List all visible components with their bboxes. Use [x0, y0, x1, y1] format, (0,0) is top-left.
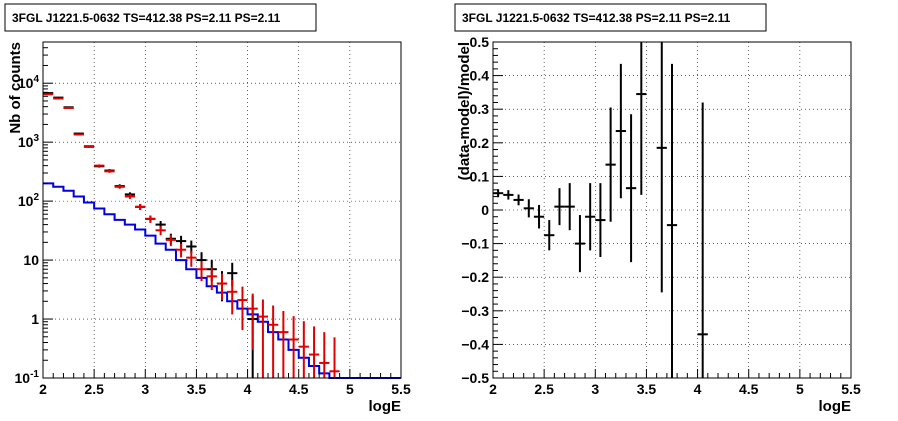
- residual-point: [513, 194, 524, 206]
- counts-model-point: [53, 97, 64, 100]
- counts-model-point: [206, 267, 217, 291]
- counts-y-tick-label: 1: [31, 311, 39, 327]
- residual-point: [533, 204, 545, 229]
- counts-frame: [42, 41, 402, 379]
- counts-model-point: [94, 164, 105, 167]
- residual-point: [564, 183, 575, 231]
- counts-model-point: [216, 273, 228, 301]
- residual-y-tick-label: 0.1: [470, 168, 490, 184]
- counts-model-point: [165, 234, 176, 247]
- residual-grid: [493, 42, 851, 378]
- residual-point: [636, 42, 647, 195]
- residual-axes: 2 2.5 3 3.5 4 4.5 5 5.5 −0.5 −0.4 −0.3 −0.2 −0.1 0 0.1…: [461, 34, 861, 397]
- counts-model-point: [73, 133, 84, 136]
- counts-panel: 3FGL J1221.5-0632 TS=412.38 PS=2.11 PS=2…: [4, 3, 411, 415]
- residual-x-tick-label: 4.5: [739, 381, 759, 397]
- residual-x-tick-label: 5.5: [841, 381, 861, 397]
- counts-model-point: [104, 169, 115, 173]
- counts-model-point: [278, 310, 289, 378]
- residual-y-tick-label: −0.1: [461, 236, 489, 252]
- counts-model-point: [135, 204, 146, 210]
- residual-point: [625, 114, 637, 263]
- residual-x-tick-label: 3.5: [637, 381, 657, 397]
- counts-model-point: [257, 299, 269, 378]
- counts-model-point: [237, 286, 248, 331]
- residual-y-tick-label: 0: [481, 202, 489, 218]
- counts-model-point: [308, 326, 320, 378]
- counts-model-point: [124, 194, 136, 199]
- residual-point: [493, 189, 504, 198]
- residual-x-tick-label: 4: [694, 381, 702, 397]
- counts-y-tick-label: 10: [23, 252, 39, 268]
- residual-panel: 3FGL J1221.5-0632 TS=412.38 PS=2.11 PS=2…: [454, 3, 861, 415]
- residual-y-tick-label: −0.5: [461, 370, 489, 386]
- counts-plot-area: [43, 92, 401, 379]
- residual-point: [523, 199, 534, 218]
- counts-x-tick-label: 5.5: [391, 381, 411, 397]
- residual-point: [503, 190, 514, 200]
- counts-model-point: [186, 250, 197, 267]
- counts-model-point: [227, 279, 238, 315]
- counts-model-point: [155, 226, 166, 236]
- counts-model-point: [43, 93, 54, 96]
- residual-title-box: [454, 3, 767, 32]
- residual-x-axis-label: logE: [819, 398, 852, 415]
- counts-y-tick-label: 103: [18, 133, 40, 150]
- counts-x-tick-label: 5: [346, 381, 354, 397]
- residual-point: [595, 183, 606, 258]
- residual-x-tick-label: 2: [489, 381, 497, 397]
- counts-model-point: [247, 293, 258, 350]
- residual-point: [544, 220, 555, 251]
- counts-model-point: [329, 337, 340, 378]
- counts-x-tick-label: 2.5: [84, 381, 104, 397]
- counts-axes: 2 2.5 3 3.5 4 4.5 5 5.5 10-1 1 10 102 103 104: [15, 41, 411, 397]
- residual-x-tick-label: 2.5: [534, 381, 554, 397]
- residual-y-tick-label: −0.4: [461, 336, 489, 352]
- counts-model-point: [63, 106, 74, 109]
- residual-point: [605, 107, 616, 222]
- residual-y-tick-label: −0.3: [461, 303, 489, 319]
- counts-model-point: [288, 316, 299, 378]
- counts-title-box: [4, 3, 317, 32]
- residual-title: 3FGL J1221.5-0632 TS=412.38 PS=2.11 PS=2…: [462, 11, 731, 25]
- counts-model-point: [175, 243, 187, 258]
- residual-point: [554, 188, 565, 226]
- counts-grid: [43, 42, 401, 378]
- counts-title: 3FGL J1221.5-0632 TS=412.38 PS=2.11 PS=2…: [12, 11, 281, 25]
- residual-y-tick-label: 0.4: [470, 68, 490, 84]
- counts-x-axis-label: logE: [369, 398, 402, 415]
- counts-model-point: [145, 215, 156, 223]
- counts-x-tick-label: 4: [244, 381, 252, 397]
- counts-y-tick-label: 102: [18, 192, 40, 209]
- counts-y-axis-label: Nb of counts: [7, 42, 24, 134]
- counts-x-tick-label: 3.5: [187, 381, 207, 397]
- counts-x-tick-label: 4.5: [289, 381, 309, 397]
- counts-model-point: [114, 184, 125, 189]
- residual-y-tick-label: 0.2: [470, 135, 490, 151]
- counts-model-point: [83, 145, 95, 148]
- residual-point: [585, 183, 596, 251]
- counts-model-point: [319, 332, 330, 378]
- counts-x-tick-label: 2: [39, 381, 47, 397]
- counts-model-point: [298, 321, 309, 378]
- residual-x-tick-label: 3: [591, 381, 599, 397]
- residual-y-tick-label: 0.5: [470, 34, 490, 50]
- residual-point: [697, 102, 708, 378]
- residual-plot-area: [493, 42, 708, 378]
- residual-point: [656, 42, 667, 293]
- counts-model-point: [268, 305, 279, 378]
- counts-x-tick-label: 3: [141, 381, 149, 397]
- residual-y-axis-label: (data-model)/model: [456, 42, 473, 180]
- counts-y-tick-label: 10-1: [15, 369, 40, 386]
- residual-point: [666, 63, 678, 378]
- residual-y-tick-label: 0.3: [470, 101, 490, 117]
- residual-point: [615, 63, 626, 199]
- residual-x-tick-label: 5: [796, 381, 804, 397]
- counts-model-point: [196, 261, 207, 282]
- residual-y-tick-label: −0.2: [461, 269, 489, 285]
- counts-y-tick-label: 104: [18, 74, 40, 91]
- residual-point: [574, 215, 586, 273]
